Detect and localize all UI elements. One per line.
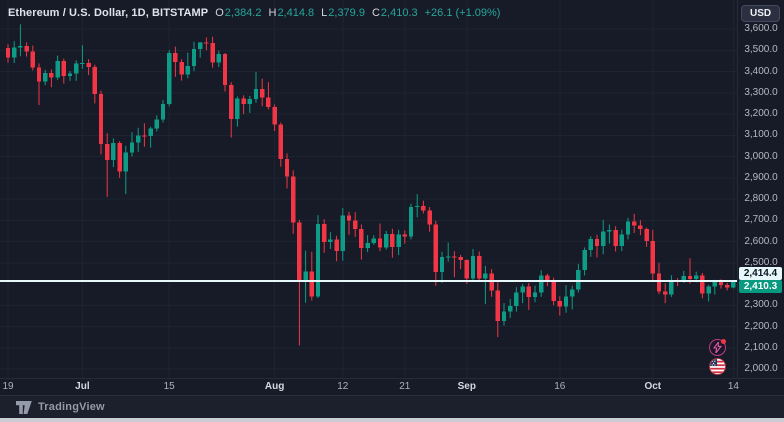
symbol-title[interactable]: Ethereum / U.S. Dollar, 1D, BITSTAMP: [8, 7, 209, 19]
time-tick-label: 19: [2, 381, 14, 392]
ohlc-close: C 2,410.3: [371, 7, 418, 19]
chart-plot-area[interactable]: [0, 0, 737, 378]
symbol-legend: Ethereum / U.S. Dollar, 1D, BITSTAMP O 2,…: [8, 7, 500, 19]
price-tick-label: 2,700.0: [744, 214, 778, 226]
ohlc-low: L 2,379.9: [321, 7, 365, 19]
price-tick-label: 3,100.0: [744, 129, 778, 141]
lightning-boost-icon[interactable]: [709, 339, 726, 356]
time-tick-label: 16: [554, 381, 566, 392]
time-tick-label: 14: [727, 381, 739, 392]
price-tick-label: 2,600.0: [744, 235, 778, 247]
price-tick-label: 2,300.0: [744, 299, 778, 311]
price-tick-label: 2,100.0: [744, 341, 778, 353]
time-tick-label: Sep: [457, 381, 476, 392]
us-flag-glyph: [710, 359, 725, 374]
price-tick-label: 3,300.0: [744, 86, 778, 98]
price-tick-label: 3,600.0: [744, 23, 778, 34]
footer-bar: TradingView: [0, 395, 784, 418]
time-tick-label: Jul: [75, 381, 90, 392]
notification-dot: [721, 339, 726, 344]
price-tick-label: 3,000.0: [744, 150, 778, 162]
lightning-glyph: [713, 342, 722, 353]
tradingview-brand-link[interactable]: TradingView: [38, 401, 105, 413]
corner-icons: [709, 339, 726, 375]
price-tick-label: 2,000.0: [744, 363, 778, 374]
price-tick-label: 3,400.0: [744, 65, 778, 77]
ohlc-high: H 2,414.8: [268, 7, 315, 19]
time-axis[interactable]: 19 Jul 15 Aug 12 21 Sep 16 Oct 14: [0, 378, 784, 395]
tradingview-logo-icon[interactable]: [16, 400, 32, 414]
time-tick-label: 15: [163, 381, 175, 392]
time-tick-label: Aug: [264, 381, 285, 392]
time-tick-label: 12: [337, 381, 349, 392]
bottom-edge-strip: [0, 418, 784, 422]
chart-canvas[interactable]: [0, 0, 737, 378]
price-tick-label: 2,900.0: [744, 171, 778, 183]
price-tick-label: 2,800.0: [744, 193, 778, 204]
price-tick-label: 3,200.0: [744, 108, 778, 119]
us-flag-icon[interactable]: [709, 358, 726, 375]
price-tick-label: 3,500.0: [744, 44, 778, 56]
time-tick-label: 21: [399, 381, 411, 392]
currency-toggle-button[interactable]: USD: [741, 5, 781, 22]
last-price-label: 2,410.3: [739, 279, 782, 293]
horizontal-line-price-label: 2,414.4: [739, 266, 782, 280]
price-tick-label: 2,200.0: [744, 320, 778, 332]
price-axis[interactable]: 2,414.4 2,410.3 3,600.0 3,500.0 3,400.0 3,3…: [737, 0, 784, 378]
time-tick-label: Oct: [644, 381, 662, 392]
price-tick-label: 2,500.0: [744, 256, 778, 268]
price-change: +26.1 (+1.09%): [424, 7, 501, 19]
ohlc-open: O 2,384.2: [215, 7, 262, 19]
